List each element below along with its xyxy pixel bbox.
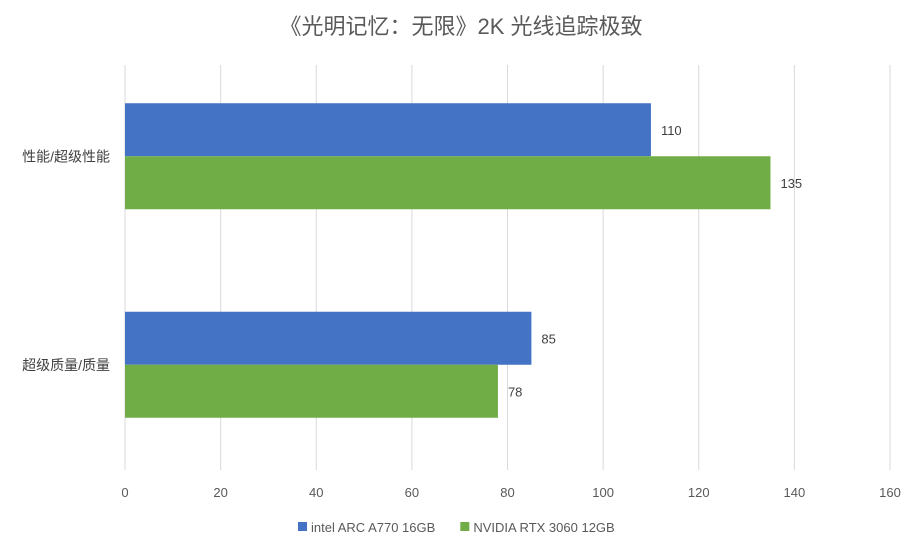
x-tick-label: 40 — [309, 485, 323, 500]
legend-swatch — [298, 522, 307, 531]
data-label: 78 — [508, 384, 522, 399]
legend-swatch — [460, 522, 470, 531]
x-tick-label: 60 — [405, 485, 419, 500]
legend-label: intel ARC A770 16GB — [311, 520, 435, 535]
x-tick-label: 160 — [879, 485, 901, 500]
x-tick-label: 120 — [688, 485, 710, 500]
x-tick-label: 140 — [784, 485, 806, 500]
x-tick-label: 0 — [121, 485, 128, 500]
x-tick-label: 20 — [213, 485, 227, 500]
x-tick-label: 100 — [592, 485, 614, 500]
chart-title: 《光明记忆：无限》2K 光线追踪极致 — [279, 14, 642, 39]
category-label: 性能/超级性能 — [22, 148, 110, 164]
x-tick-label: 80 — [500, 485, 514, 500]
bar — [125, 103, 651, 157]
bar — [125, 156, 771, 210]
data-label: 135 — [780, 176, 802, 191]
bar — [125, 364, 498, 418]
legend-label: NVIDIA RTX 3060 12GB — [473, 520, 614, 535]
data-label: 85 — [541, 331, 555, 346]
bar — [125, 311, 532, 365]
category-label: 超级质量/质量 — [22, 357, 110, 373]
data-label: 110 — [661, 123, 682, 138]
